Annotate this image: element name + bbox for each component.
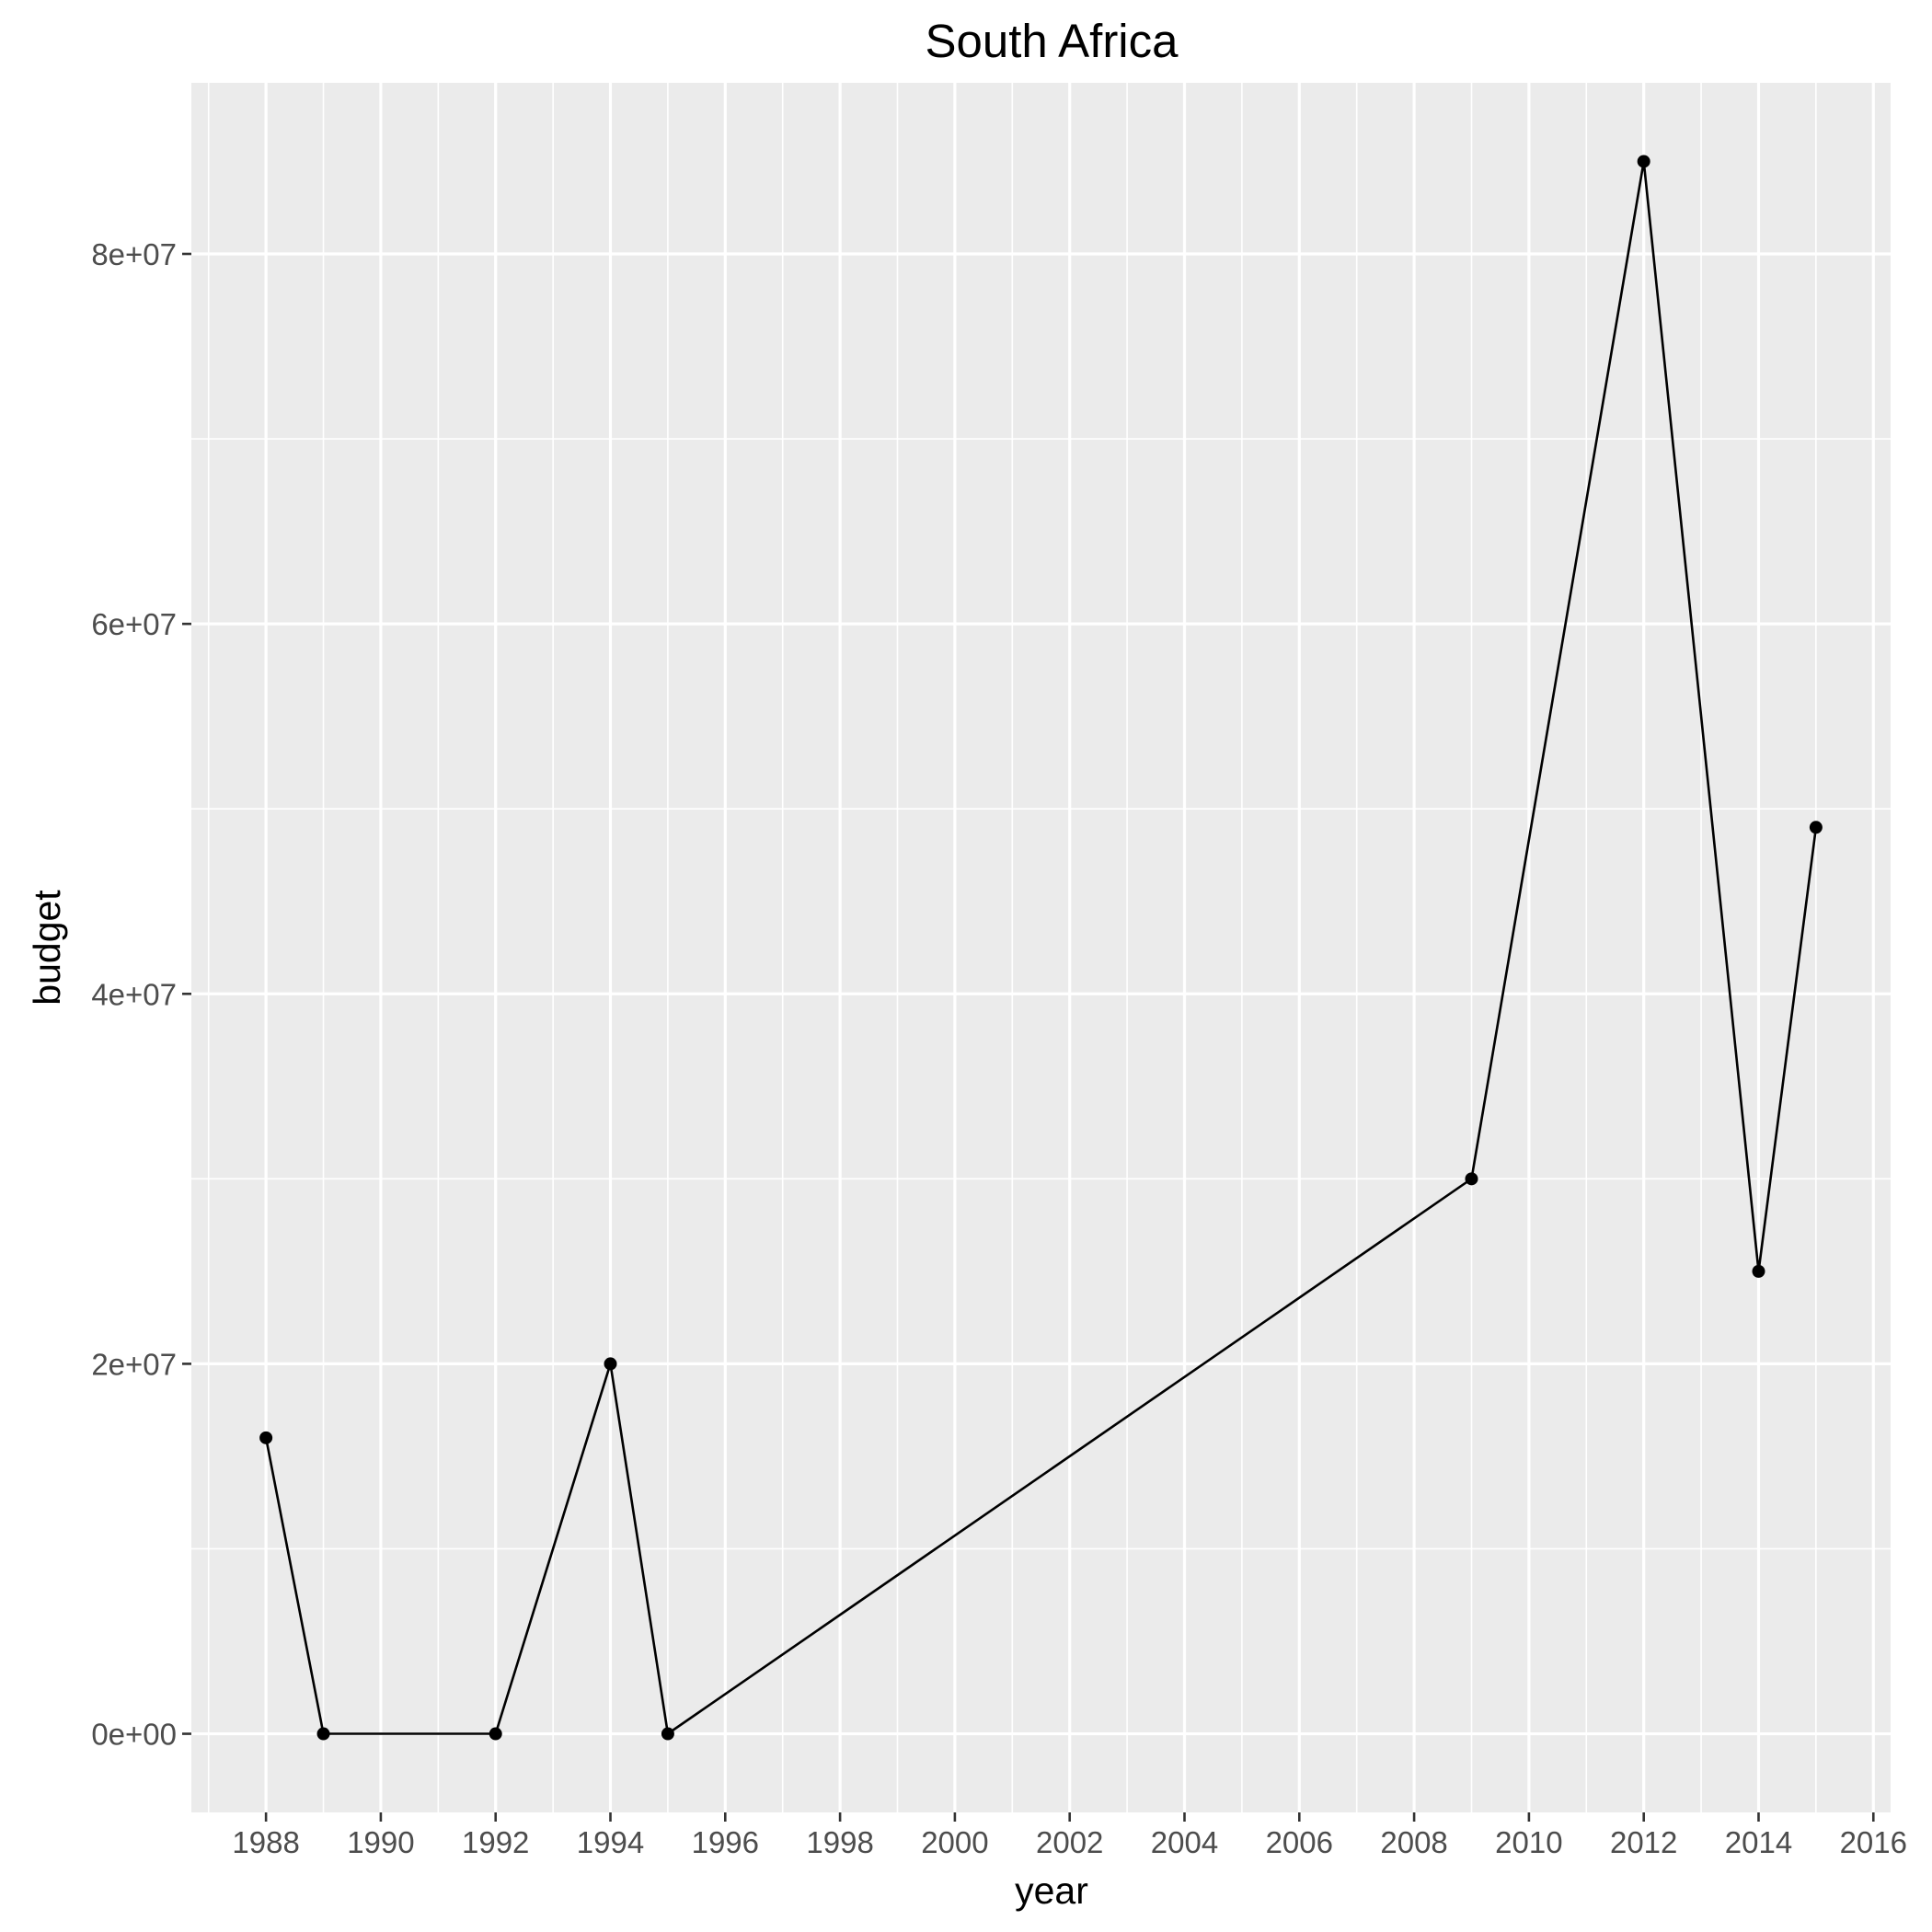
y-axis-title: budget: [26, 890, 68, 1006]
x-tick-label: 2004: [1151, 1825, 1218, 1859]
data-point: [1637, 155, 1650, 168]
x-tick-label: 1988: [232, 1825, 299, 1859]
data-point: [1752, 1264, 1765, 1278]
x-tick-label: 1994: [577, 1825, 644, 1859]
x-tick-label: 2014: [1725, 1825, 1792, 1859]
chart-title: South Africa: [926, 15, 1179, 67]
x-tick-label: 2012: [1610, 1825, 1677, 1859]
data-point: [604, 1357, 617, 1371]
y-tick-label: 2e+07: [91, 1347, 177, 1381]
x-axis-title: year: [1015, 1869, 1088, 1912]
x-tick-label: 2002: [1036, 1825, 1103, 1859]
x-tick-label: 2008: [1380, 1825, 1447, 1859]
x-axis: 1988 1990 1992 1994 1996 1998 2000 2002 2004 2006…: [232, 1812, 1907, 1859]
x-tick-label: 2000: [921, 1825, 988, 1859]
data-point: [316, 1727, 330, 1741]
y-tick-label: 0e+00: [91, 1718, 177, 1752]
x-tick-label: 2006: [1266, 1825, 1333, 1859]
series-group: [259, 155, 1823, 1741]
x-tick-label: 1996: [692, 1825, 759, 1859]
y-tick-label: 6e+07: [91, 607, 177, 641]
data-point: [661, 1727, 674, 1741]
data-point: [489, 1727, 502, 1741]
major-gridlines: [191, 83, 1891, 1812]
minor-gridlines: [191, 83, 1891, 1812]
y-tick-label: 8e+07: [91, 237, 177, 271]
y-tick-label: 4e+07: [91, 977, 177, 1011]
x-tick-label: 2016: [1840, 1825, 1907, 1859]
plot-panel: [191, 83, 1891, 1812]
data-point: [1809, 821, 1823, 834]
data-point: [1465, 1172, 1478, 1186]
y-axis: 0e+00 2e+07 4e+07 6e+07 8e+07: [91, 237, 191, 1752]
data-point: [259, 1431, 273, 1444]
x-tick-label: 1990: [347, 1825, 414, 1859]
x-tick-label: 2010: [1495, 1825, 1562, 1859]
x-tick-label: 1992: [462, 1825, 529, 1859]
x-tick-label: 1998: [806, 1825, 873, 1859]
